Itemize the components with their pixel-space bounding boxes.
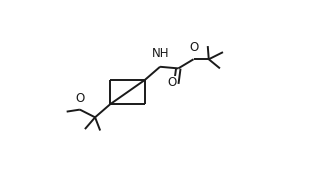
Text: O: O (189, 41, 198, 54)
Text: NH: NH (152, 47, 169, 60)
Text: O: O (76, 92, 85, 105)
Text: O: O (167, 76, 176, 89)
